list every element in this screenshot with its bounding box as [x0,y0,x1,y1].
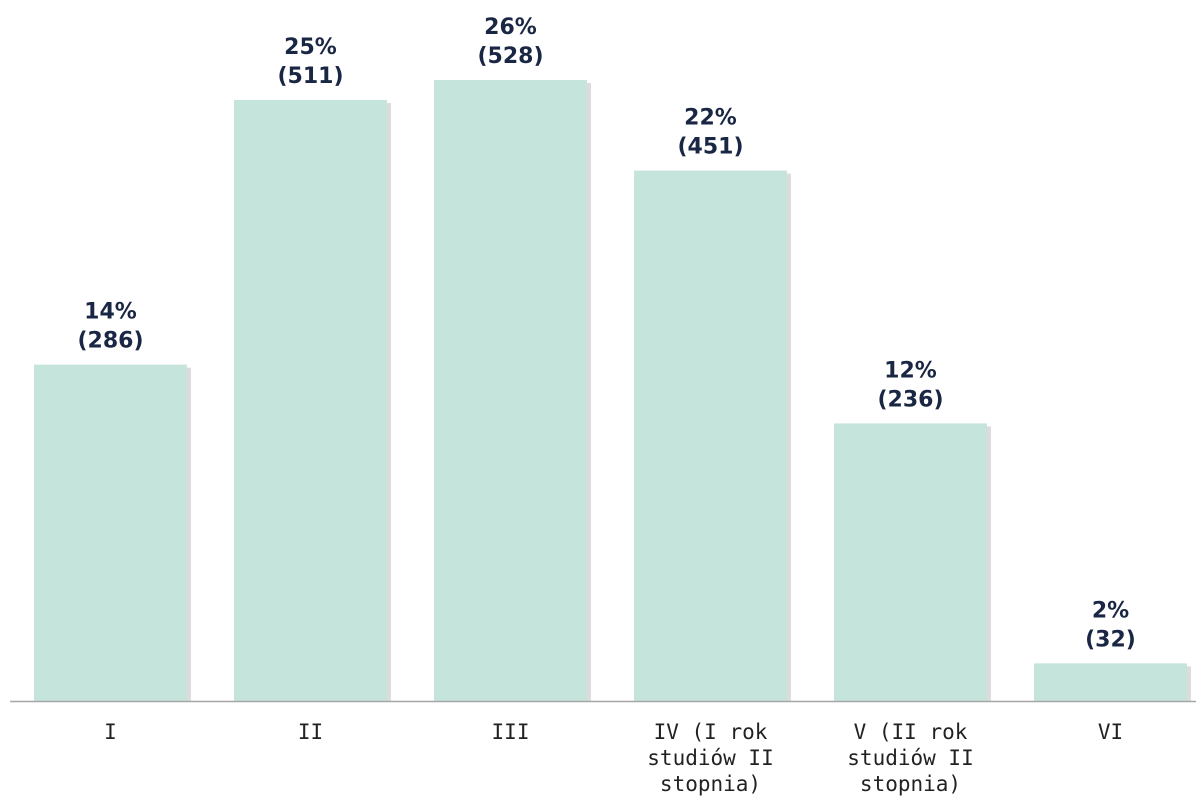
category-label: II [298,720,323,744]
bar-percent-label: 2% [1092,598,1129,623]
bar [234,99,387,701]
bar [634,170,787,701]
bar-percent-label: 14% [84,300,137,325]
bars-group [34,80,1191,701]
bar-count-label: (511) [277,64,343,89]
category-label: I [104,720,117,744]
bar-shadow [1187,666,1191,701]
value-labels-group: 14% (286) 25% (511) 26% (528) 22% (451) 12% (236)… [77,15,1135,652]
bar [1034,663,1187,701]
bar-percent-label: 12% [884,358,937,383]
category-label: V (II rok studiów II stopnia) [847,720,973,796]
bar-percent-label: 22% [684,106,737,131]
bar [834,423,987,701]
bar-count-label: (286) [77,329,143,354]
bar-percent-label: 26% [484,15,537,40]
bar [434,80,587,701]
bar-count-label: (451) [677,135,743,160]
bar-shadow [587,83,591,701]
bar-shadow [187,367,191,701]
bar-count-label: (236) [877,387,943,412]
bar-shadow [787,173,791,701]
bar-count-label: (32) [1085,627,1136,652]
bar [34,364,187,701]
category-label: VI [1098,720,1123,744]
bar-shadow [387,102,391,701]
bar-shadow [987,426,991,701]
category-label: IV (I rok studiów II stopnia) [647,720,773,796]
bar-percent-label: 25% [284,35,337,60]
category-labels-group: I II III IV (I rok studiów II stopnia)V (II r… [104,720,1123,796]
bar-count-label: (528) [477,44,543,69]
category-label: III [492,720,530,744]
